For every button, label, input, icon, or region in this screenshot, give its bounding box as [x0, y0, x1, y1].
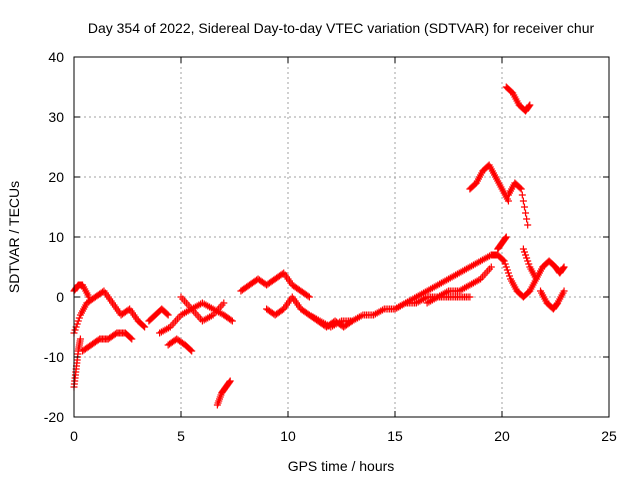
series-track-3: [70, 281, 93, 301]
x-tick-label: 20: [494, 428, 510, 444]
data-point: [226, 377, 234, 385]
data-point: [560, 263, 568, 271]
data-point: [164, 311, 172, 319]
data-point: [128, 335, 136, 343]
series-track-15: [466, 161, 512, 205]
data-point: [504, 269, 512, 277]
axis-ticks: 0 5 10 15 20 25 -20 -10 0 10 20 30 40: [44, 49, 617, 444]
series-track-12: [305, 251, 495, 331]
x-tick-label: 0: [70, 428, 78, 444]
data-point: [520, 248, 528, 256]
data-point: [526, 101, 534, 109]
data-point: [523, 215, 531, 223]
chart-title: Day 354 of 2022, Sidereal Day-to-day VTE…: [88, 20, 595, 36]
data-points: [70, 83, 568, 409]
data-point: [163, 310, 171, 318]
data-point: [517, 185, 525, 193]
x-tick-label: 10: [280, 428, 296, 444]
data-point: [519, 245, 527, 253]
data-point: [188, 347, 196, 355]
series-track-10: [237, 269, 313, 301]
data-point: [519, 197, 527, 205]
data-point: [518, 191, 526, 199]
data-point: [304, 292, 312, 300]
data-point: [523, 254, 531, 262]
data-point: [525, 260, 533, 268]
series-track-8: [213, 377, 234, 409]
data-point: [76, 335, 84, 343]
y-tick-label: 30: [48, 109, 64, 125]
data-point: [524, 221, 532, 229]
data-point: [73, 320, 81, 328]
data-point: [505, 272, 513, 280]
data-point: [140, 322, 148, 330]
y-axis-label: SDTVAR / TECUs: [6, 181, 22, 293]
x-tick-label: 15: [387, 428, 403, 444]
y-tick-label: -10: [44, 349, 64, 365]
data-point: [525, 102, 533, 110]
series-track-9: [177, 293, 228, 325]
series-track-21: [537, 287, 568, 313]
series-track-18: [504, 179, 532, 229]
series-track-1: [70, 287, 149, 337]
x-axis-label: GPS time / hours: [288, 458, 395, 474]
series-track-4: [79, 329, 136, 355]
data-point: [524, 257, 532, 265]
data-point: [559, 264, 567, 272]
data-point: [127, 334, 135, 342]
data-point: [141, 323, 149, 331]
data-point: [74, 317, 82, 325]
data-point: [504, 197, 512, 205]
data-point: [220, 299, 228, 307]
x-tick-label: 25: [601, 428, 617, 444]
y-tick-label: -20: [44, 409, 64, 425]
y-tick-label: 10: [48, 229, 64, 245]
data-point: [226, 378, 234, 386]
data-point: [75, 314, 83, 322]
series-track-6: [156, 299, 236, 337]
data-point: [499, 256, 507, 264]
series-track-5: [145, 305, 172, 325]
data-point: [85, 293, 93, 301]
data-point: [560, 287, 568, 295]
series-track-19: [502, 83, 534, 115]
y-tick-label: 40: [48, 49, 64, 65]
data-point: [501, 260, 509, 268]
data-point: [305, 293, 313, 301]
series-track-7: [164, 335, 196, 355]
data-point: [522, 209, 530, 217]
series-track-20: [519, 245, 568, 283]
data-point: [228, 317, 236, 325]
data-point: [187, 346, 195, 354]
data-point: [502, 233, 510, 241]
data-point: [466, 293, 474, 301]
data-point: [522, 251, 530, 259]
series-track-17: [494, 233, 510, 253]
data-point: [520, 203, 528, 211]
data-point: [500, 257, 508, 265]
data-point: [516, 184, 524, 192]
data-point: [502, 263, 510, 271]
data-point: [227, 316, 235, 324]
y-tick-label: 20: [48, 169, 64, 185]
data-point: [503, 266, 511, 274]
y-tick-label: 0: [56, 289, 64, 305]
data-point: [71, 326, 79, 334]
x-tick-label: 5: [177, 428, 185, 444]
data-point: [487, 263, 495, 271]
series-track-14: [423, 293, 474, 307]
series-track-16: [487, 251, 540, 301]
data-point: [502, 234, 510, 242]
